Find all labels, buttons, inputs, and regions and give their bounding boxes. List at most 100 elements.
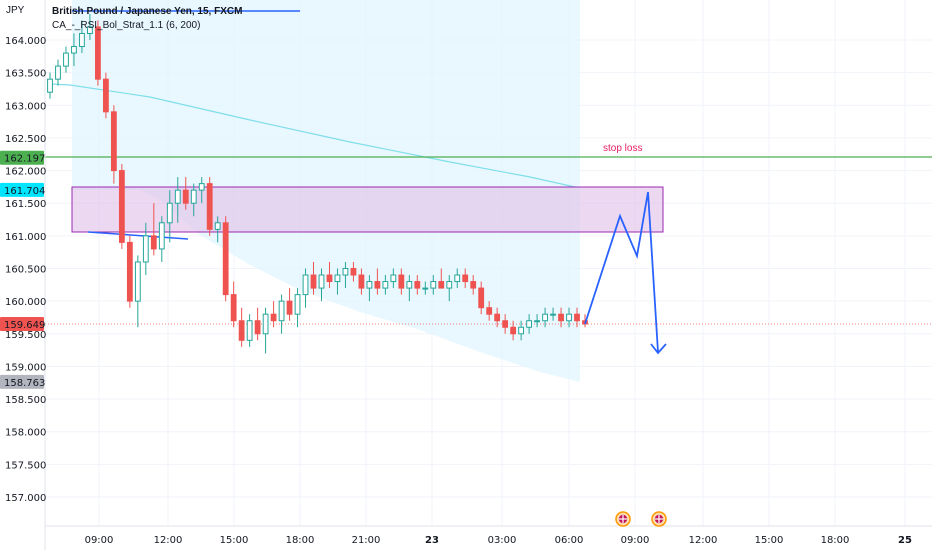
candle[interactable] xyxy=(510,320,517,341)
candle[interactable] xyxy=(398,268,405,295)
candle[interactable] xyxy=(422,281,429,295)
candle[interactable] xyxy=(87,13,93,40)
candle[interactable] xyxy=(486,301,493,321)
moving-average-line xyxy=(49,83,576,188)
candle[interactable] xyxy=(374,268,381,295)
candle[interactable] xyxy=(150,203,157,256)
candle[interactable] xyxy=(110,105,117,184)
price-badge-stop-level: 162.197 xyxy=(0,150,45,165)
indicator-title[interactable]: CA_-_RSI_Bol_Strat_1.1 (6, 200) xyxy=(52,20,200,31)
candle[interactable] xyxy=(382,275,389,295)
candle[interactable] xyxy=(262,307,269,354)
candle[interactable] xyxy=(222,216,229,302)
candle[interactable] xyxy=(350,261,357,282)
price-tick-label: 157.500 xyxy=(5,460,46,471)
candle[interactable] xyxy=(278,294,285,334)
price-tick-label: 163.500 xyxy=(5,69,46,80)
candle[interactable] xyxy=(334,268,341,295)
candle[interactable] xyxy=(478,281,485,315)
candle[interactable] xyxy=(494,307,501,328)
candle[interactable] xyxy=(286,288,293,321)
price-tick-label: 159.000 xyxy=(5,362,46,373)
time-tick-label: 25 xyxy=(898,535,912,546)
candle[interactable] xyxy=(174,177,181,223)
price-badge-text: 161.704 xyxy=(4,186,45,197)
projection-path[interactable] xyxy=(584,191,659,353)
price-badge-text: 159.649 xyxy=(4,320,45,331)
time-tick-label: 03:00 xyxy=(488,535,517,546)
time-axis[interactable]: 09:00 12:00 15:00 18:00 21:00 23 03:00 06:00 09:… xyxy=(85,535,912,546)
candle[interactable] xyxy=(166,190,173,243)
candle[interactable] xyxy=(342,261,349,289)
candle[interactable] xyxy=(438,268,445,289)
candlestick-series xyxy=(47,13,588,354)
candle[interactable] xyxy=(55,59,61,86)
time-tick-label: 15:00 xyxy=(755,535,784,546)
candle[interactable] xyxy=(206,177,213,236)
price-tick-label: 160.500 xyxy=(5,265,46,276)
candle[interactable] xyxy=(574,307,580,328)
candle[interactable] xyxy=(238,307,245,347)
candle[interactable] xyxy=(310,261,317,295)
candle[interactable] xyxy=(446,275,453,302)
candle[interactable] xyxy=(71,33,77,67)
candle[interactable] xyxy=(534,314,540,328)
candle[interactable] xyxy=(414,275,421,295)
candle[interactable] xyxy=(294,288,301,328)
candle[interactable] xyxy=(518,320,525,341)
candle[interactable] xyxy=(95,20,101,86)
time-tick-label: 12:00 xyxy=(689,535,718,546)
price-badge-current: 159.649 xyxy=(0,317,45,332)
symbol-title[interactable]: British Pound / Japanese Yen, 15, FXCM xyxy=(52,6,242,17)
candle[interactable] xyxy=(63,46,69,73)
mid-trendline[interactable] xyxy=(87,231,189,240)
candle[interactable] xyxy=(406,275,413,302)
candle[interactable] xyxy=(190,183,197,217)
price-axis[interactable]: 157.000 157.500 158.000 158.500 159.000 159.5… xyxy=(5,36,46,504)
candle[interactable] xyxy=(542,307,548,328)
candle[interactable] xyxy=(526,314,533,334)
candle[interactable] xyxy=(182,177,189,210)
candle[interactable] xyxy=(358,268,365,295)
time-tick-label: 09:00 xyxy=(85,535,114,546)
candle[interactable] xyxy=(462,268,469,289)
candle[interactable] xyxy=(270,301,277,328)
price-badges: 162.197 161.704 159.649 158.763 xyxy=(0,150,45,389)
candle[interactable] xyxy=(502,314,509,334)
candle[interactable] xyxy=(102,72,109,119)
candle[interactable] xyxy=(246,314,253,347)
time-tick-label: 18:00 xyxy=(821,535,850,546)
candle[interactable] xyxy=(550,307,556,321)
candle[interactable] xyxy=(47,72,53,99)
uk-flag-icon[interactable] xyxy=(615,511,631,527)
candle[interactable] xyxy=(158,216,165,262)
uk-flag-icon[interactable] xyxy=(651,511,667,527)
candle[interactable] xyxy=(230,281,237,328)
candle[interactable] xyxy=(318,268,325,302)
stop-loss-label: stop loss xyxy=(603,143,642,154)
candle[interactable] xyxy=(470,275,477,295)
candle[interactable] xyxy=(118,164,125,249)
time-tick-label: 21:00 xyxy=(352,535,381,546)
candle[interactable] xyxy=(366,275,373,302)
candle[interactable] xyxy=(126,235,133,308)
candle[interactable] xyxy=(254,307,261,341)
candle[interactable] xyxy=(390,268,397,289)
price-tick-label: 158.500 xyxy=(5,395,46,406)
candle[interactable] xyxy=(558,307,564,328)
candle[interactable] xyxy=(142,222,149,276)
candle[interactable] xyxy=(302,268,309,308)
candle[interactable] xyxy=(79,20,85,54)
candle[interactable] xyxy=(198,177,205,204)
candle[interactable] xyxy=(134,255,141,328)
candle[interactable] xyxy=(326,261,333,289)
time-tick-label: 09:00 xyxy=(621,535,650,546)
time-tick-label: 06:00 xyxy=(555,535,584,546)
candle[interactable] xyxy=(214,216,221,243)
candle[interactable] xyxy=(430,275,437,295)
price-tick-label: 157.000 xyxy=(5,493,46,504)
candle[interactable] xyxy=(454,268,461,289)
candle[interactable] xyxy=(566,307,572,328)
